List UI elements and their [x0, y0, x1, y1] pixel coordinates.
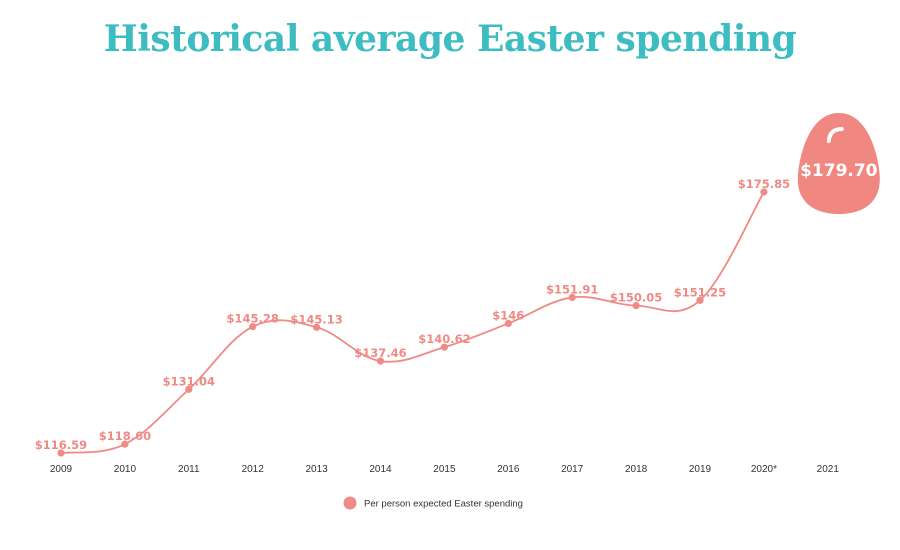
data-point [376, 357, 385, 365]
data-label: $145.13 [290, 312, 342, 326]
legend-label: Per person expected Easter spending [364, 499, 523, 510]
x-tick-label: 2016 [497, 464, 520, 475]
data-point [249, 323, 257, 331]
highlight-value-label: $179.70 [800, 161, 878, 181]
highlight-egg: $179.70 [797, 113, 880, 214]
data-point [440, 343, 448, 351]
data-label: $175.85 [738, 177, 790, 191]
data-label: $137.46 [354, 346, 406, 360]
egg-shape [797, 113, 880, 214]
legend: Per person expected Easter spending [343, 496, 523, 510]
data-label: $146 [492, 308, 524, 322]
x-tick-label: 2014 [369, 464, 392, 475]
x-tick-label: 2011 [178, 464, 200, 475]
data-label: $118.60 [99, 429, 151, 443]
x-tick-label: 2009 [50, 464, 73, 475]
x-tick-label: 2015 [433, 464, 456, 475]
x-tick-label: 2017 [561, 464, 584, 475]
x-axis-tick-labels: 2009 2010 2011 2012 2013 2014 2015 2016 2017 2018… [50, 464, 839, 475]
data-label: $131.04 [163, 374, 215, 388]
x-tick-label: 2019 [689, 464, 712, 475]
data-point [632, 302, 640, 310]
data-label: $145.28 [227, 312, 279, 326]
series-line [60, 191, 765, 454]
data-point [185, 385, 193, 393]
data-point [504, 319, 512, 328]
chart-title: Historical average Easter spending [103, 18, 797, 60]
legend-marker [343, 496, 357, 510]
data-label: $151.91 [546, 282, 598, 296]
x-tick-label: 2020* [751, 464, 777, 475]
data-points [57, 188, 768, 457]
data-label: $150.05 [610, 291, 662, 305]
egg-shine [826, 127, 844, 143]
x-tick-label: 2018 [625, 464, 648, 475]
data-point [57, 449, 65, 457]
data-point [313, 323, 321, 331]
data-point [568, 293, 576, 302]
data-point [121, 440, 129, 448]
data-label: $116.59 [35, 438, 87, 452]
data-label: $140.62 [418, 332, 470, 346]
data-point [696, 296, 704, 304]
data-label: $151.25 [674, 285, 726, 299]
x-tick-label: 2010 [114, 464, 137, 475]
x-tick-label: 2021 [817, 464, 840, 475]
data-labels: $116.59 $118.60 $131.04 $145.28 $145.13 $137.… [35, 177, 790, 452]
x-tick-label: 2013 [305, 464, 328, 475]
x-tick-label: 2012 [242, 464, 265, 475]
data-point [760, 188, 768, 196]
